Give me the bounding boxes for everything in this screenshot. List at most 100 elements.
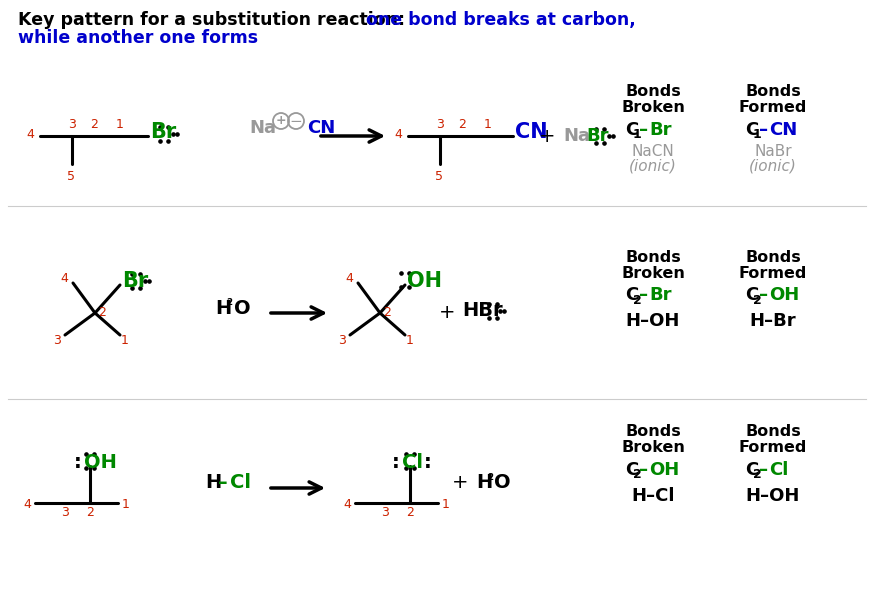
Text: –: –: [218, 473, 227, 492]
Text: −: −: [289, 113, 302, 129]
Text: C: C: [745, 286, 759, 304]
Text: CN: CN: [769, 121, 797, 139]
Text: H–OH: H–OH: [746, 487, 801, 505]
Text: C: C: [625, 461, 638, 479]
Text: +: +: [439, 303, 455, 322]
Text: O: O: [234, 299, 251, 318]
Text: Br: Br: [649, 121, 671, 139]
Text: 2: 2: [90, 119, 98, 132]
Text: 3: 3: [436, 119, 444, 132]
Text: Bonds: Bonds: [746, 424, 801, 439]
Text: 5: 5: [67, 169, 75, 182]
Text: 3: 3: [68, 119, 76, 132]
Text: Bonds: Bonds: [625, 85, 681, 100]
Text: H–OH: H–OH: [626, 312, 680, 330]
Text: H: H: [476, 473, 492, 492]
Text: ₂: ₂: [487, 469, 493, 483]
Text: Broken: Broken: [621, 440, 685, 455]
Text: 2: 2: [458, 119, 466, 132]
Text: +: +: [538, 126, 555, 145]
Text: O: O: [494, 473, 510, 492]
Text: 1: 1: [406, 334, 414, 346]
Text: Na: Na: [249, 119, 276, 137]
Text: one bond breaks at carbon,: one bond breaks at carbon,: [366, 11, 635, 29]
Text: 2: 2: [383, 306, 391, 319]
Text: 1: 1: [484, 119, 492, 132]
Text: –: –: [639, 461, 649, 479]
Text: 2: 2: [633, 468, 642, 482]
Text: Br: Br: [150, 122, 177, 142]
Text: Broken: Broken: [621, 265, 685, 281]
Text: +: +: [452, 473, 468, 492]
Text: –: –: [759, 461, 768, 479]
Text: H: H: [215, 299, 232, 318]
Text: 1: 1: [122, 498, 130, 511]
Text: (ionic): (ionic): [749, 159, 797, 173]
Text: OH: OH: [84, 454, 117, 473]
Text: 5: 5: [435, 169, 443, 182]
Text: 4: 4: [60, 272, 68, 285]
Text: Bonds: Bonds: [625, 250, 681, 265]
Text: –: –: [759, 286, 768, 304]
Text: 1: 1: [121, 334, 129, 346]
Text: 1: 1: [753, 129, 762, 141]
Text: 2: 2: [753, 293, 762, 306]
Text: C: C: [745, 121, 759, 139]
Text: Formed: Formed: [739, 101, 808, 116]
Text: 2: 2: [86, 507, 94, 520]
Text: Bonds: Bonds: [746, 85, 801, 100]
Text: while another one forms: while another one forms: [18, 29, 258, 47]
Text: OH: OH: [649, 461, 679, 479]
Text: :: :: [392, 454, 399, 473]
Text: H–Br: H–Br: [750, 312, 796, 330]
Text: :: :: [424, 454, 432, 473]
Text: NaBr: NaBr: [754, 144, 792, 160]
Text: 2: 2: [98, 306, 106, 319]
Text: :: :: [74, 454, 82, 473]
Text: 4: 4: [343, 498, 351, 511]
Text: –: –: [639, 286, 649, 304]
Text: (ionic): (ionic): [629, 159, 677, 173]
Text: HBr: HBr: [462, 302, 503, 321]
Text: 2: 2: [633, 293, 642, 306]
Text: 3: 3: [61, 507, 69, 520]
Text: Cl: Cl: [230, 473, 251, 492]
Text: –: –: [639, 121, 649, 139]
Text: OH: OH: [769, 286, 799, 304]
Text: Br: Br: [649, 286, 671, 304]
Text: C: C: [745, 461, 759, 479]
Text: Broken: Broken: [621, 101, 685, 116]
Text: Formed: Formed: [739, 440, 808, 455]
Text: C: C: [625, 121, 638, 139]
Text: 1: 1: [633, 129, 642, 141]
Text: –: –: [759, 121, 768, 139]
Text: Cl: Cl: [402, 454, 423, 473]
Text: H–Cl: H–Cl: [631, 487, 675, 505]
Text: Bonds: Bonds: [746, 250, 801, 265]
Text: H: H: [205, 473, 221, 492]
Text: CN: CN: [307, 119, 336, 137]
Text: C: C: [625, 286, 638, 304]
Text: 3: 3: [338, 334, 346, 346]
Text: ₂: ₂: [226, 294, 232, 308]
Text: 1: 1: [442, 498, 450, 511]
Text: 4: 4: [26, 129, 34, 141]
Text: 2: 2: [753, 468, 762, 482]
Text: Key pattern for a substitution reaction:: Key pattern for a substitution reaction:: [18, 11, 411, 29]
Text: OH: OH: [407, 271, 442, 291]
Text: 4: 4: [345, 272, 353, 285]
Text: Formed: Formed: [739, 265, 808, 281]
Text: 1: 1: [116, 119, 124, 132]
Text: Br: Br: [586, 127, 608, 145]
Text: 4: 4: [394, 129, 402, 141]
Text: 3: 3: [381, 507, 389, 520]
Text: Na: Na: [563, 127, 590, 145]
Text: 3: 3: [53, 334, 61, 346]
Text: 4: 4: [23, 498, 31, 511]
Text: Br: Br: [122, 271, 149, 291]
Text: 2: 2: [406, 507, 414, 520]
Text: Bonds: Bonds: [625, 424, 681, 439]
Text: CN: CN: [515, 122, 548, 142]
Text: Cl: Cl: [769, 461, 788, 479]
Text: +: +: [275, 114, 287, 128]
